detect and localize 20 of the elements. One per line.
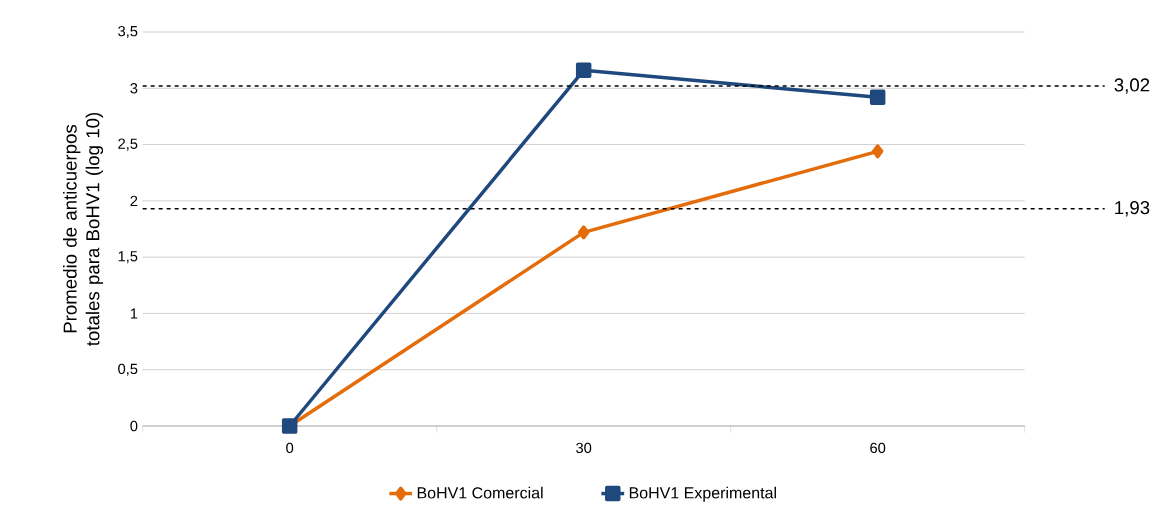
legend-label: BoHV1 Experimental: [629, 486, 776, 502]
y-tick-label: 3,5: [118, 25, 138, 39]
y-tick-label: 0,5: [118, 363, 138, 376]
x-tick-label: 30: [576, 442, 592, 454]
y-tick-label: 1: [130, 308, 138, 319]
y-tick-label: 1,5: [118, 251, 138, 264]
point: [869, 89, 886, 106]
legend-label: BoHV1 Comercial: [417, 486, 543, 499]
ref-line-label: 1,93: [1115, 201, 1150, 217]
x-tick-label: 0: [286, 442, 294, 454]
y-tick-label: 0: [130, 420, 138, 432]
y-tick-label: 2: [130, 195, 138, 206]
ref-line-label: 3,02: [1114, 78, 1150, 94]
x-tick-label: 60: [870, 442, 886, 454]
y-tick-label: 2,5: [118, 138, 138, 151]
point: [871, 144, 884, 159]
point: [575, 62, 592, 79]
y-axis-title: Promedio de anticuerpos totales para BoHV1 (log 10): [63, 112, 104, 346]
y-tick-label: 3: [130, 83, 138, 94]
point: [577, 225, 590, 240]
